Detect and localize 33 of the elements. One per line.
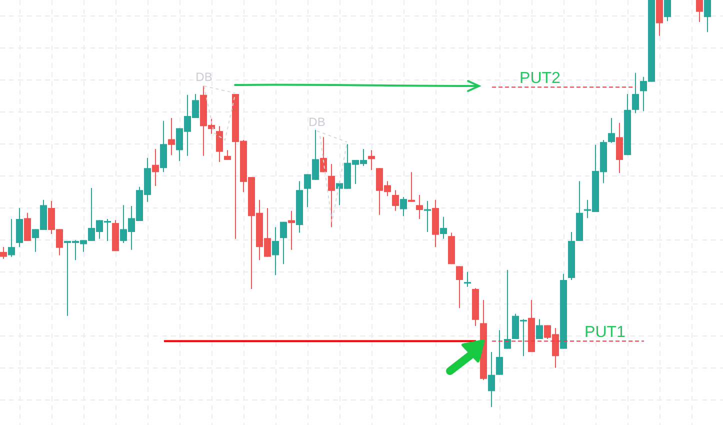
candlestick [696, 0, 703, 22]
candlestick [504, 269, 511, 350]
candlestick [0, 246, 7, 260]
candlestick [616, 122, 623, 174]
candlestick [272, 226, 279, 276]
candlestick [488, 352, 495, 408]
annotation: PUT1 [584, 324, 626, 342]
candlestick [216, 126, 223, 162]
candlestick [392, 190, 399, 212]
candlestick [608, 118, 615, 144]
candlestick [424, 200, 431, 232]
candlestick [8, 218, 15, 258]
candlestick [664, 0, 671, 22]
candlestick [400, 196, 407, 217]
candlestick [456, 266, 463, 309]
candlestick [168, 118, 175, 156]
candlestick [416, 194, 423, 220]
candlestick [656, 0, 663, 36]
candlestick [224, 150, 231, 160]
candlestick [368, 150, 375, 171]
candlestick [632, 72, 639, 114]
candlestick [328, 164, 335, 228]
candlestick [440, 216, 447, 240]
candlestick [536, 318, 543, 340]
candlestick [280, 221, 287, 265]
candlestick [288, 210, 295, 250]
annotation: PUT2 [520, 70, 561, 88]
candlestick [496, 330, 503, 376]
candlestick [152, 148, 159, 186]
candlestick [408, 172, 415, 202]
candlestick [24, 212, 31, 242]
candlestick [464, 271, 471, 288]
candlestick [704, 0, 711, 33]
